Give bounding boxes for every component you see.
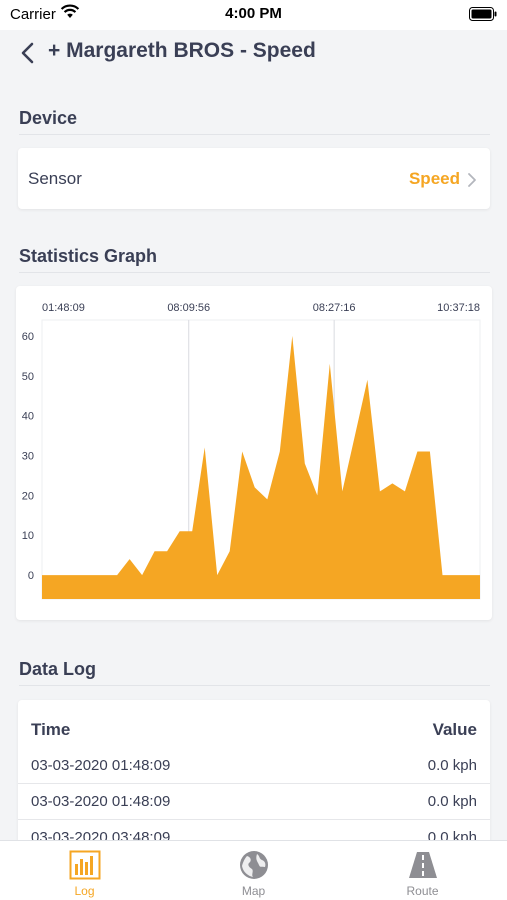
column-header-time: Time [31,720,71,739]
status-bar: Carrier 4:00 PM [0,0,507,30]
sensor-row[interactable]: Sensor Speed [18,148,490,209]
battery-icon [469,7,497,26]
tab-log[interactable]: Log [0,841,169,900]
tab-bar: Log Map Route [0,840,507,900]
row-time: 03-03-2020 01:48:09 [31,793,171,810]
sensor-value: Speed [408,169,460,188]
y-tick-label: 20 [22,490,34,502]
bar-chart-icon [69,850,101,880]
y-tick-label: 30 [22,451,34,463]
table-row[interactable]: 03-03-2020 01:48:09 0.0 kph [18,784,490,820]
data-log-section-divider [19,685,490,686]
y-tick-label: 60 [22,331,34,343]
x-tick-label: 10:37:18 [437,302,480,314]
data-log-section-title: Data Log [19,659,97,679]
carrier-label: Carrier [10,6,56,23]
chevron-right-icon [467,172,477,193]
y-tick-label: 40 [22,411,34,423]
row-value: 0.0 kph [427,793,477,810]
row-value: 0.0 kph [427,757,477,774]
tab-route[interactable]: Route [338,841,507,900]
road-icon [407,850,439,880]
globe-icon [238,850,270,880]
tab-map[interactable]: Map [169,841,338,900]
tab-route-label: Route [406,884,439,898]
back-icon[interactable] [18,40,38,66]
row-time: 03-03-2020 01:48:09 [31,757,171,774]
graph-section-title: Statistics Graph [19,246,158,266]
y-tick-label: 50 [22,371,34,383]
column-header-value: Value [432,720,477,739]
page-title: + Margareth BROS - Speed [48,39,316,62]
table-row[interactable]: 03-03-2020 01:48:09 0.0 kph [18,748,490,784]
speed-area [42,335,480,599]
y-tick-label: 0 [28,570,34,582]
tab-map-label: Map [241,884,266,898]
x-tick-label: 08:09:56 [167,302,210,314]
x-tick-label: 01:48:09 [42,302,85,314]
wifi-icon [60,4,80,25]
nav-bar: + Margareth BROS - Speed [0,30,507,78]
graph-section-divider [19,272,490,273]
device-section-title: Device [19,108,78,128]
sensor-label: Sensor [28,169,82,188]
y-tick-label: 10 [22,530,34,542]
status-time: 4:00 PM [225,5,282,22]
statistics-graph-card: 0 10 20 30 40 50 60 01:48:09 08:09:56 08:27:16 10:… [16,286,492,620]
tab-log-label: Log [74,884,95,898]
device-section-divider [19,134,490,135]
statistics-graph: 0 10 20 30 40 50 60 01:48:09 08:09:56 08:27:16 10:… [22,302,481,600]
x-tick-label: 08:27:16 [313,302,356,314]
